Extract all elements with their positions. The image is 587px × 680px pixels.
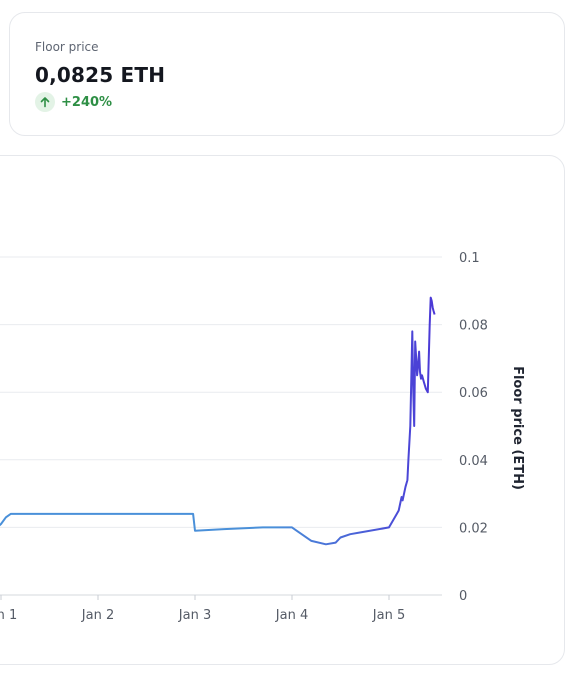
x-axis: Jan 1 Jan 2 Jan 3 Jan 4 Jan 5: [0, 595, 405, 623]
x-tick-label: Jan 2: [81, 608, 114, 623]
y-tick-label: 0: [459, 589, 467, 604]
y-tick-label: 0.04: [459, 454, 488, 469]
y-tick-label: 0.02: [459, 521, 488, 536]
y-tick-label: 0.08: [459, 319, 488, 334]
chart-grid: [0, 256, 442, 596]
floor-price-line: [0, 296, 436, 546]
x-tick-label: Jan 1: [0, 608, 17, 623]
price-change: +240%: [35, 92, 112, 112]
floor-price-card: Floor price 0,0825 ETH +240%: [9, 12, 565, 136]
x-tick-label: Jan 5: [372, 608, 405, 623]
y-axis: 0 0.02 0.04 0.06 0.08 0.1: [459, 251, 488, 604]
chart-series: [0, 296, 436, 546]
floor-price-value: 0,0825 ETH: [35, 63, 166, 87]
price-change-percent: +240%: [61, 94, 113, 110]
x-tick-label: Jan 3: [178, 608, 211, 623]
y-tick-label: 0.06: [459, 386, 488, 401]
y-axis-title: Floor price (ETH): [510, 366, 525, 490]
floor-price-label: Floor price: [35, 40, 99, 54]
x-tick-label: Jan 4: [275, 608, 308, 623]
y-tick-label: 0.1: [459, 251, 480, 266]
arrow-up-icon: [35, 92, 55, 112]
